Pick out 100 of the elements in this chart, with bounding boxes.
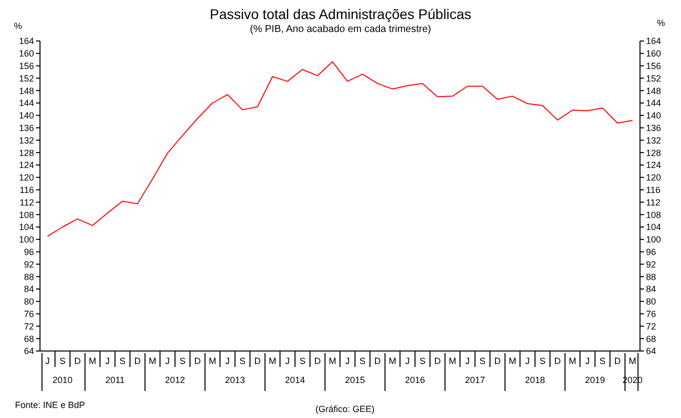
y2-tick-label: 120 — [646, 172, 662, 183]
x-tick-label: M — [508, 356, 516, 366]
line-series — [47, 61, 633, 237]
y-tick-label: 164 — [18, 36, 34, 46]
text: 2012 — [164, 375, 186, 385]
x-tick-label: S — [599, 356, 606, 366]
x-tick-label: M — [268, 356, 276, 366]
y-tick-label: 112 — [20, 197, 34, 208]
y2-tick-label: 140 — [646, 110, 662, 121]
text: 2015 — [344, 375, 366, 385]
y-tick-label: 116 — [20, 184, 34, 195]
chart-title: Passivo total das Administrações Públicas — [210, 6, 472, 22]
y-tick-label: 76 — [24, 308, 34, 319]
x-tick-label: J — [165, 356, 170, 366]
text: 2017 — [464, 375, 486, 385]
x-tick-label: M — [328, 356, 336, 366]
y2-tick-label: 128 — [646, 148, 662, 158]
text: 2014 — [284, 375, 306, 385]
text: 2018 — [524, 375, 546, 385]
x-tick-label: D — [434, 356, 442, 366]
source-note: Fonte: INE e BdP — [15, 400, 86, 410]
x-tick-label: S — [299, 356, 306, 366]
y2-tick-label: 88 — [646, 272, 656, 282]
y-tick-label: 132 — [18, 135, 34, 146]
y-tick-label: 64 — [24, 346, 34, 356]
y2-tick-label: 84 — [646, 284, 656, 294]
x-tick-label: J — [525, 356, 530, 366]
y-tick-label: 108 — [18, 210, 34, 220]
x-tick-label: D — [554, 356, 562, 366]
y2-tick-label: 152 — [646, 73, 662, 84]
x-tick-label: J — [345, 356, 350, 366]
y-tick-label: 72 — [24, 321, 34, 332]
y-tick-label: 96 — [24, 246, 34, 257]
y2-tick-label: 104 — [646, 222, 662, 232]
x-tick-label: M — [148, 356, 156, 366]
y-tick-label: 104 — [18, 222, 34, 232]
y2-tick-label: 108 — [646, 210, 662, 220]
text: 2010 — [52, 375, 73, 385]
y2-axis-title: % — [657, 18, 666, 28]
chart-subtitle: (% PIB, Ano acabado em cada trimestre) — [250, 24, 432, 35]
y2-tick-label: 80 — [646, 296, 656, 307]
y2-tick-label: 144 — [646, 98, 662, 108]
y-tick-label: 84 — [24, 284, 34, 294]
x-tick-label: S — [239, 356, 246, 366]
x-tick-label: S — [359, 356, 366, 366]
y2-tick-label: 116 — [646, 184, 660, 195]
y-tick-label: 156 — [18, 60, 34, 71]
x-tick-label: S — [539, 356, 546, 366]
y-tick-label: 160 — [18, 48, 34, 59]
x-tick-label: M — [568, 356, 576, 366]
x-tick-label: M — [628, 356, 636, 366]
y-tick-label: 136 — [18, 122, 34, 133]
y2-tick-label: 136 — [646, 122, 662, 133]
x-tick-label: J — [585, 356, 590, 366]
text: 2019 — [584, 375, 606, 385]
text: 2016 — [404, 375, 426, 385]
x-tick-label: D — [614, 356, 622, 366]
y-tick-label: 124 — [18, 160, 34, 170]
x-tick-label: S — [479, 356, 486, 366]
y-tick-label: 148 — [18, 86, 34, 96]
y2-tick-label: 100 — [646, 234, 662, 245]
text: 2013 — [224, 375, 246, 385]
y2-tick-label: 160 — [646, 48, 662, 59]
x-tick-label: D — [494, 356, 502, 366]
y-tick-label: 120 — [18, 172, 34, 183]
x-tick-label: J — [225, 356, 230, 366]
y2-tick-label: 132 — [646, 135, 662, 146]
y2-tick-label: 72 — [646, 321, 656, 332]
y-tick-label: 144 — [18, 98, 34, 108]
y2-tick-label: 64 — [646, 346, 656, 356]
y2-tick-label: 68 — [646, 334, 656, 344]
x-tick-label: S — [419, 356, 426, 366]
x-tick-label: M — [448, 356, 456, 366]
y2-tick-label: 76 — [646, 308, 656, 319]
x-tick-label: J — [405, 356, 410, 366]
x-tick-label: M — [388, 356, 396, 366]
x-tick-label: D — [254, 356, 262, 366]
y2-tick-label: 96 — [646, 246, 656, 257]
y2-tick-label: 92 — [646, 259, 656, 270]
x-tick-label: S — [59, 356, 66, 366]
x-tick-label: J — [285, 356, 290, 366]
y-tick-label: 68 — [24, 334, 34, 344]
text: 2011 — [105, 375, 125, 385]
text: (Gráfico: GEE) — [315, 404, 375, 414]
x-tick-label: J — [45, 356, 50, 366]
y2-tick-label: 112 — [646, 197, 660, 208]
y2-tick-label: 124 — [646, 160, 662, 170]
y-tick-label: 140 — [18, 110, 34, 121]
x-tick-label: D — [314, 356, 322, 366]
x-tick-label: M — [208, 356, 216, 366]
y2-tick-label: 164 — [646, 36, 662, 46]
x-tick-label: J — [465, 356, 470, 366]
y2-tick-label: 156 — [646, 60, 662, 71]
y-tick-label: 80 — [24, 296, 34, 307]
y-axis-title: % — [14, 21, 22, 31]
x-tick-label: D — [194, 356, 202, 366]
y2-tick-label: 148 — [646, 86, 662, 96]
y-tick-label: 92 — [24, 259, 34, 270]
x-tick-label: D — [134, 356, 142, 366]
x-tick-label: J — [105, 356, 110, 366]
